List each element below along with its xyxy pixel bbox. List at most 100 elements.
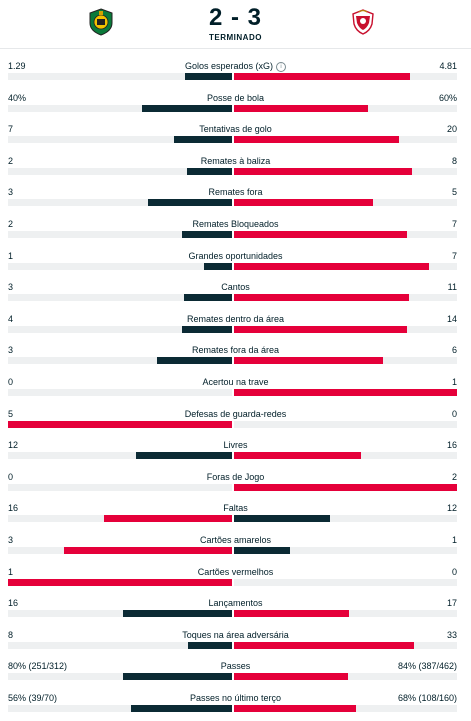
match-header: 2 - 3 TERMINADO (0, 0, 471, 49)
stat-label-text: Golos esperados (xG) (184, 61, 274, 71)
stat-row: 1 Cartões vermelhos 0 (0, 564, 471, 595)
stat-row: 16 Faltas 12 (0, 500, 471, 531)
away-stat-value: 33 (446, 629, 457, 640)
stat-label-text: Faltas (223, 503, 248, 514)
stat-label-text: Remates à baliza (200, 155, 271, 166)
stat-row: 0 Acertou na trave 1 (0, 374, 471, 405)
away-bar-track (234, 325, 457, 333)
away-stat-bar (234, 515, 330, 523)
home-stat-bar (123, 673, 232, 681)
away-bar-track (234, 483, 457, 491)
stat-label-text: Cartões amarelos (199, 535, 272, 545)
home-stat-value: 3 (8, 282, 14, 293)
away-stat-value: 0 (451, 408, 457, 419)
stat-label: Tentativas de golo (0, 124, 471, 134)
stat-label: Cartões amarelos (0, 535, 471, 545)
away-bar-track (234, 294, 457, 302)
stat-label: Remates fora da área (0, 345, 471, 355)
stat-row: 4 Remates dentro da área 14 (0, 311, 471, 342)
stat-label: Lançamentos (0, 598, 471, 608)
home-stat-value: 2 (8, 219, 14, 229)
away-stat-bar (234, 452, 361, 460)
rio-ave-crest-icon[interactable] (88, 8, 114, 36)
away-bar-track (234, 515, 457, 523)
home-stat-bar (136, 452, 232, 460)
home-stat-value: 3 (8, 535, 14, 545)
home-stat-value: 3 (8, 187, 14, 198)
home-stat-bar (184, 294, 232, 302)
home-bar-track (8, 136, 232, 144)
home-stat-bar (182, 231, 232, 238)
home-stat-value: 12 (8, 440, 19, 451)
stat-row: 1 Grandes oportunidades 7 (0, 248, 471, 279)
stat-label: Passes (0, 661, 471, 671)
stat-row: 16 Lançamentos 17 (0, 595, 471, 626)
stat-row: 2 Remates Bloqueados 7 (0, 216, 471, 247)
home-bar-track (8, 547, 232, 554)
benfica-crest-icon[interactable] (350, 8, 376, 36)
stat-label-text: Cantos (221, 282, 250, 293)
home-stat-bar (142, 104, 232, 112)
stat-row: 8 Toques na área adversária 33 (0, 627, 471, 658)
home-stat-bar (187, 167, 232, 175)
away-bar-track (234, 136, 457, 144)
stat-row: 5 Defesas de guarda-redes 0 (0, 406, 471, 437)
away-bar-track (234, 357, 457, 365)
stat-label: Grandes oportunidades (0, 251, 471, 261)
stat-label-text: Remates fora (208, 187, 263, 198)
away-bar-track (234, 389, 457, 396)
stat-label: Defesas de guarda-redes (0, 409, 471, 419)
home-bar-track (8, 705, 232, 712)
home-bar-track (8, 483, 232, 491)
home-stat-bar (131, 705, 232, 712)
stat-label-text: Toques na área adversária (182, 629, 289, 640)
home-stat-value: 0 (8, 471, 14, 482)
home-stat-bar (174, 136, 232, 144)
away-stat-value: 0 (451, 566, 457, 577)
home-stat-value: 0 (8, 377, 14, 387)
stat-label-text: Lançamentos (208, 598, 263, 609)
stat-label: Remates à baliza (0, 156, 471, 166)
info-icon[interactable]: i (276, 62, 287, 72)
stat-label: Toques na área adversária (0, 630, 471, 640)
stat-label: Foras de Jogo (0, 472, 471, 482)
away-stat-value: 4.81 (439, 61, 457, 71)
home-bar-track (8, 357, 232, 365)
home-stat-bar (8, 420, 232, 428)
stat-label: Posse de bola (0, 93, 471, 103)
stat-label-text: Cartões vermelhos (197, 566, 274, 577)
away-stat-value: 2 (451, 471, 457, 482)
home-stat-value: 3 (8, 345, 14, 356)
away-stat-bar (234, 483, 457, 491)
home-stat-bar (148, 199, 232, 207)
stat-row: 80% (251/312) Passes 84% (387/462) (0, 658, 471, 689)
away-bar-track (234, 705, 457, 712)
away-stat-bar (234, 136, 399, 144)
away-stat-bar (234, 641, 414, 649)
home-bar-track (8, 262, 232, 270)
home-stat-bar (8, 578, 232, 586)
away-stat-value: 17 (446, 598, 457, 609)
home-stat-value: 1 (8, 566, 14, 577)
score-separator: - (231, 4, 240, 31)
away-stat-bar (234, 705, 356, 712)
away-bar-track (234, 641, 457, 649)
home-bar-track (8, 452, 232, 460)
home-stat-value: 40% (8, 92, 27, 103)
home-stat-bar (188, 641, 232, 649)
away-stat-bar (234, 389, 457, 396)
stat-row: 56% (39/70) Passes no último terço 68% (10… (0, 690, 471, 721)
away-bar-track (234, 610, 457, 618)
match-status: TERMINADO (209, 33, 262, 42)
away-bar-track (234, 547, 457, 554)
away-stat-bar (234, 357, 383, 365)
home-stat-value: 8 (8, 629, 14, 640)
home-stat-value: 16 (8, 503, 19, 514)
away-bar-track (234, 578, 457, 586)
home-bar-track (8, 515, 232, 523)
away-stat-bar (234, 231, 407, 238)
stat-label-text: Defesas de guarda-redes (184, 408, 287, 419)
stat-label: Livres (0, 440, 471, 450)
home-bar-track (8, 673, 232, 681)
stat-row: 12 Livres 16 (0, 437, 471, 468)
